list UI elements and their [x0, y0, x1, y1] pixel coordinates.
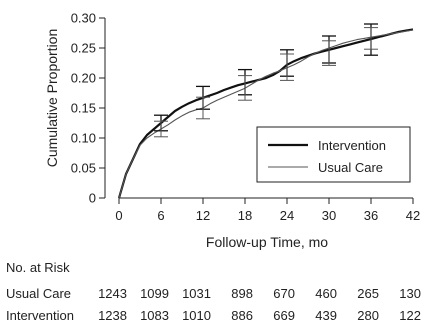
risk-cell: 1238	[98, 308, 127, 323]
y-tick-label: 0.15	[71, 101, 96, 116]
risk-row-label: Intervention	[6, 308, 74, 323]
errorbar-layer	[154, 23, 378, 138]
y-tick-label: 0	[89, 191, 96, 206]
x-tick-label: 24	[280, 208, 294, 223]
risk-cell: 669	[273, 308, 295, 323]
risk-cell: 1083	[140, 308, 169, 323]
y-tick-label: 0.30	[71, 11, 96, 26]
y-tick-label: 0.20	[71, 71, 96, 86]
x-tick-label: 12	[196, 208, 210, 223]
series-line-usual-care	[118, 29, 414, 199]
risk-cell: 1010	[182, 308, 211, 323]
x-tick-label: 6	[157, 208, 164, 223]
y-tick-label: 0.05	[71, 161, 96, 176]
y-axis-title: Cumulative Proportion	[44, 29, 60, 168]
risk-row-label: Usual Care	[6, 286, 72, 301]
km-chart: 0 0.05 0.10 0.15 0.20 0.25 0.30 0 6 12 18 24 30 36 42…	[44, 11, 420, 251]
risk-cell: 439	[315, 308, 337, 323]
x-tick-label: 0	[115, 208, 122, 223]
y-tick-label: 0.10	[71, 131, 96, 146]
risk-cell: 898	[231, 286, 253, 301]
legend-label-intervention: Intervention	[318, 138, 386, 153]
risk-table-title: No. at Risk	[6, 260, 70, 275]
legend-box	[256, 126, 411, 183]
risk-cell: 1031	[182, 286, 211, 301]
y-tick-label: 0.25	[71, 41, 96, 56]
risk-cell: 460	[315, 286, 337, 301]
risk-cell: 122	[399, 308, 421, 323]
x-axis: 0 6 12 18 24 30 36 42	[115, 197, 420, 223]
risk-cell: 1099	[140, 286, 169, 301]
x-axis-title: Follow-up Time, mo	[206, 234, 328, 250]
risk-cell: 1243	[98, 286, 127, 301]
risk-cell: 670	[273, 286, 295, 301]
x-tick-label: 42	[406, 208, 420, 223]
risk-cell: 265	[357, 286, 379, 301]
legend-label-usual-care: Usual Care	[318, 160, 383, 175]
y-axis: 0 0.05 0.10 0.15 0.20 0.25 0.30	[71, 11, 106, 206]
x-tick-label: 30	[322, 208, 336, 223]
x-tick-label: 36	[364, 208, 378, 223]
risk-cell: 280	[357, 308, 379, 323]
legend: Intervention Usual Care	[256, 126, 411, 183]
series-layer	[117, 28, 414, 199]
risk-cell: 130	[399, 286, 421, 301]
risk-cell: 886	[231, 308, 253, 323]
series-line-intervention	[117, 28, 414, 199]
x-tick-label: 18	[238, 208, 252, 223]
